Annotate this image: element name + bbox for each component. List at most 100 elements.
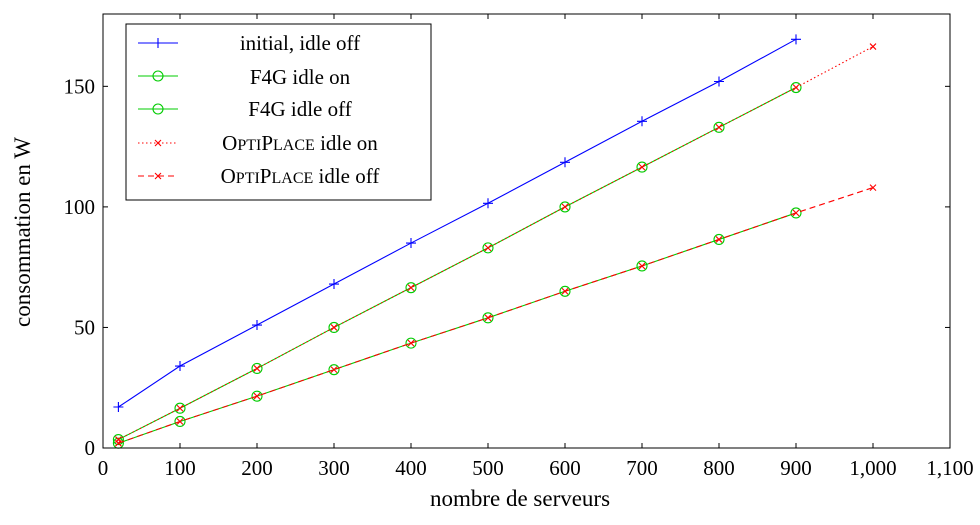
data-point (330, 324, 338, 331)
legend-sample-marker (152, 70, 164, 82)
x-tick-label: 800 (703, 456, 735, 480)
data-point (559, 201, 571, 213)
data-point (175, 361, 185, 372)
x-axis-label: nombre de serveurs (430, 486, 610, 511)
x-tick-label: 1,000 (849, 456, 896, 480)
x-tick-label: 900 (780, 456, 812, 480)
legend-label-optiplace-off-o: O (221, 164, 236, 188)
data-point (636, 161, 648, 173)
legend-label-optiplace-on-lace: LACE (273, 137, 315, 154)
axes: 0 100 200 300 400 500 600 700 800 900 1,000 1,100 0 5… (64, 13, 974, 480)
legend-label-f4g-idle-on: F4G idle on (250, 65, 351, 89)
y-tick-label: 150 (64, 74, 96, 98)
data-point (791, 34, 801, 45)
data-point (330, 366, 338, 374)
data-point (638, 163, 646, 171)
data-point (714, 76, 724, 87)
legend-label-initial-idle-off: initial, idle off (240, 31, 360, 55)
data-point (405, 282, 417, 294)
data-point (792, 84, 800, 91)
data-point (638, 262, 646, 270)
data-point (328, 321, 340, 333)
legend-label-optiplace-on-p: P (261, 131, 273, 155)
x-tick-label: 500 (472, 456, 504, 480)
x-tick-label: 100 (164, 456, 196, 480)
data-point (561, 203, 569, 211)
data-point (251, 362, 263, 374)
x-tick-label: 0 (98, 456, 109, 480)
data-point (483, 198, 493, 209)
legend-label-optiplace-on-rest: idle on (315, 131, 378, 155)
data-point (869, 43, 877, 50)
data-point (115, 439, 122, 447)
x-tick-label: 700 (626, 456, 658, 480)
data-point (176, 404, 184, 412)
legend-sample-marker (152, 103, 164, 115)
data-point (713, 121, 725, 133)
data-point (637, 116, 647, 127)
y-tick-label: 0 (85, 436, 96, 460)
data-point (406, 238, 416, 249)
data-point (328, 364, 340, 376)
data-point (713, 233, 725, 245)
series-optiplace-idle-off (115, 184, 877, 447)
legend-label-optiplace-on-o: O (222, 131, 237, 155)
data-point (405, 337, 417, 349)
y-axis-label: consommation en W (10, 137, 35, 327)
plot-area (112, 34, 877, 449)
data-point (112, 434, 124, 446)
data-point (792, 209, 800, 217)
data-point (113, 402, 124, 413)
legend-box (125, 23, 432, 201)
data-point (407, 284, 415, 292)
data-point (559, 285, 571, 297)
data-point (329, 279, 339, 290)
series-f4g-idle-off (112, 207, 802, 449)
legend-sample-marker (153, 38, 163, 48)
data-point (715, 123, 723, 131)
x-tick-label: 200 (241, 456, 273, 480)
data-point (561, 287, 569, 295)
legend: initial, idle off F4G idle on F4G idle o… (125, 23, 432, 201)
series-initial-idle-off (113, 34, 801, 413)
data-point (174, 415, 186, 428)
data-point (484, 314, 492, 322)
data-point (251, 390, 263, 402)
legend-sample-marker (154, 172, 162, 180)
series-line-f4g-idle-off (118, 212, 797, 444)
data-point (790, 207, 802, 219)
data-point (790, 81, 802, 94)
plot-frame (102, 13, 951, 449)
data-point (253, 392, 261, 400)
x-tick-label: 400 (395, 456, 427, 480)
data-point (484, 244, 492, 252)
legend-label-optiplace-off-lace: LACE (271, 170, 313, 187)
x-tick-label: 300 (318, 456, 350, 480)
y-tick-label: 100 (64, 195, 96, 219)
legend-label-f4g-idle-off: F4G idle off (248, 97, 351, 121)
legend-label-optiplace-idle-off: OPTIPLACE idle off (221, 164, 380, 188)
x-tick-label: 1,100 (926, 456, 973, 480)
series-optiplace-idle-on (115, 43, 877, 443)
y-tick-label: 50 (74, 315, 95, 339)
data-point (715, 236, 723, 243)
data-point (253, 365, 261, 372)
data-point (176, 418, 184, 425)
legend-label-optiplace-idle-on: OPTIPLACE idle on (222, 131, 378, 155)
data-point (174, 402, 186, 414)
legend-sample-marker (154, 139, 162, 147)
data-point (252, 320, 262, 331)
data-point (869, 184, 877, 191)
legend-label-optiplace-off-p: P (260, 164, 272, 188)
legend-label-optiplace-off-pti: PTI (236, 170, 260, 187)
x-tick-label: 600 (549, 456, 581, 480)
data-point (407, 339, 415, 347)
data-point (482, 312, 494, 324)
data-point (636, 260, 648, 272)
data-point (560, 157, 570, 168)
legend-label-optiplace-on-pti: PTI (237, 137, 261, 154)
legend-label-optiplace-off-rest: idle off (313, 164, 379, 188)
data-point (482, 242, 494, 254)
series-line-initial-idle-off (118, 38, 797, 408)
